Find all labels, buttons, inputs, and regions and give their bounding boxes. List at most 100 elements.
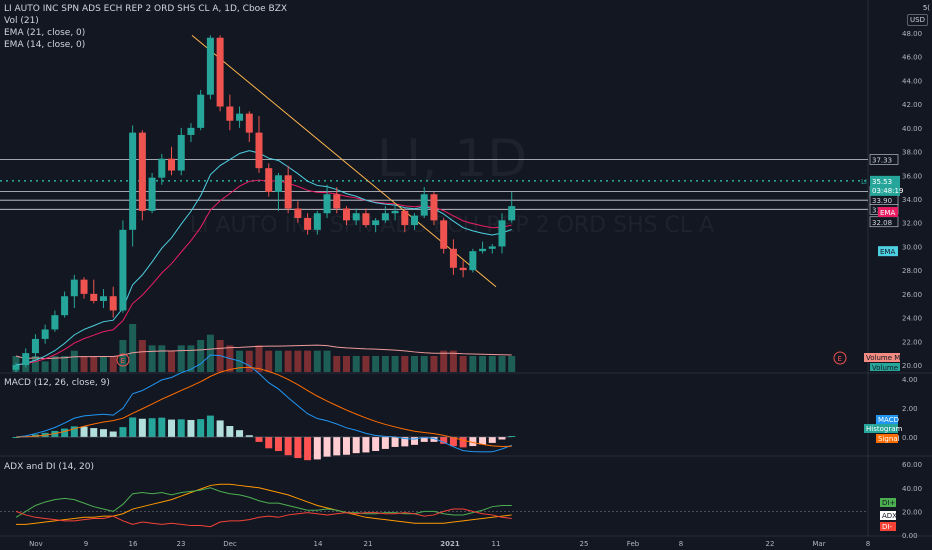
volume-ma-badge-label: Volume MA bbox=[866, 354, 905, 362]
macd-histogram-bar bbox=[294, 437, 302, 459]
candle-body bbox=[255, 132, 263, 169]
candle-body bbox=[80, 279, 88, 294]
ema14-indicator-label[interactable]: EMA (14, close, 0) bbox=[4, 40, 86, 50]
candle-body bbox=[187, 127, 195, 135]
macd-histogram-bar bbox=[70, 426, 78, 437]
macd-histogram-bar bbox=[226, 426, 234, 437]
volume-bar bbox=[323, 350, 331, 372]
candle-body bbox=[99, 296, 107, 301]
macd-histogram-bar bbox=[168, 419, 176, 437]
volume-bar bbox=[401, 356, 409, 372]
macd-signal-badge-label: Signal bbox=[878, 435, 900, 443]
volume-bar bbox=[70, 350, 78, 372]
volume-bar bbox=[391, 356, 399, 372]
macd-histogram-bar bbox=[177, 419, 185, 437]
adx-indicator-label[interactable]: ADX and DI (14, 20) bbox=[4, 462, 94, 472]
earnings-marker-label: E bbox=[838, 355, 842, 363]
macd-histogram-bar bbox=[61, 428, 69, 437]
volume-bar bbox=[99, 356, 107, 372]
candle-body bbox=[304, 217, 312, 230]
ema21-line bbox=[15, 179, 512, 366]
price-level-badge bbox=[869, 154, 899, 165]
adx-di_plus-badge-label: DI+ bbox=[882, 499, 895, 507]
top-right-cut-label: 5( bbox=[922, 4, 930, 12]
watermark-ticker: LI, 1D bbox=[377, 129, 528, 189]
macd-macd-badge bbox=[876, 415, 898, 424]
macd-histogram-badge bbox=[864, 424, 898, 433]
macd-histogram-bar bbox=[80, 426, 88, 437]
macd-histogram-bar bbox=[138, 418, 146, 437]
macd-histogram-bar bbox=[245, 435, 253, 437]
time-axis-label: Dec bbox=[223, 540, 237, 548]
adx-tick-label: 60.00 bbox=[902, 461, 922, 469]
price-tick-label: 32.00 bbox=[902, 220, 922, 228]
volume-bar bbox=[31, 356, 39, 372]
vol-indicator-label[interactable]: Vol (21) bbox=[4, 16, 39, 26]
price-tick-label: 42.00 bbox=[902, 101, 922, 109]
volume-bar bbox=[469, 356, 477, 372]
macd-histogram-bar bbox=[430, 437, 438, 442]
volume-bar bbox=[138, 340, 146, 372]
candle-body bbox=[12, 365, 20, 370]
volume-bar bbox=[362, 356, 370, 372]
candle-body bbox=[333, 194, 341, 209]
candle-body bbox=[411, 215, 419, 226]
volume-bar bbox=[255, 345, 263, 372]
macd-line bbox=[15, 354, 512, 453]
time-axis-label: 9 bbox=[84, 540, 88, 548]
candle-body bbox=[440, 220, 448, 249]
macd-histogram-bar bbox=[206, 415, 214, 437]
volume-bar bbox=[430, 356, 438, 372]
earnings-marker bbox=[833, 351, 847, 365]
time-axis-label: Mar bbox=[812, 540, 825, 548]
adx-di_minus-badge bbox=[880, 522, 896, 531]
volume-bar bbox=[129, 324, 137, 372]
macd-histogram-bar bbox=[313, 437, 321, 460]
signal-line bbox=[15, 366, 512, 448]
earnings-marker-label: E bbox=[121, 357, 125, 365]
volume-badge bbox=[870, 363, 900, 371]
macd-indicator-label[interactable]: MACD (12, 26, close, 9) bbox=[4, 378, 110, 388]
candle-body bbox=[168, 158, 176, 171]
price-tick-label: 48.00 bbox=[902, 30, 922, 38]
candle-body bbox=[323, 194, 331, 214]
time-axis-label: 8 bbox=[679, 540, 683, 548]
volume-bar bbox=[187, 345, 195, 372]
volume-bar bbox=[41, 361, 49, 372]
candle-body bbox=[362, 213, 370, 226]
macd-histogram-bar bbox=[119, 427, 127, 437]
macd-histogram-bar bbox=[90, 428, 98, 437]
ema14-line bbox=[15, 150, 512, 366]
candle-body bbox=[498, 220, 506, 247]
adx-di_plus-badge bbox=[880, 498, 896, 507]
macd-histogram-bar bbox=[236, 430, 244, 437]
time-axis-label: 8 bbox=[866, 540, 870, 548]
price-tick-label: 34.00 bbox=[902, 196, 922, 204]
volume-bar bbox=[411, 356, 419, 372]
volume-bar bbox=[440, 350, 448, 372]
volume-bar bbox=[274, 350, 282, 372]
macd-histogram-bar bbox=[284, 437, 292, 456]
ema21-badge bbox=[878, 207, 898, 218]
ema14-badge-label: EMA bbox=[880, 248, 895, 256]
macd-histogram-bar bbox=[352, 437, 360, 454]
adx-adx-badge-label: ADX bbox=[882, 512, 897, 520]
candle-body bbox=[206, 37, 214, 95]
volume-bar bbox=[498, 356, 506, 372]
symbol-title[interactable]: LI AUTO INC SPN ADS ECH REP 2 ORD SHS CL… bbox=[4, 4, 288, 14]
candle-body bbox=[22, 353, 30, 365]
candle-body bbox=[109, 296, 117, 311]
candle-body bbox=[508, 206, 516, 221]
macd-histogram-bar bbox=[411, 437, 419, 445]
macd-histogram-bar bbox=[372, 437, 380, 451]
ema21-indicator-label[interactable]: EMA (21, close, 0) bbox=[4, 28, 86, 38]
time-axis-label: Nov bbox=[29, 540, 43, 548]
macd-histogram-bar bbox=[440, 437, 448, 444]
volume-bar bbox=[479, 356, 487, 372]
macd-histogram-bar bbox=[187, 419, 195, 437]
volume-ma-badge bbox=[864, 353, 900, 362]
adx-tick-label: 20.00 bbox=[902, 508, 922, 516]
time-axis-label: 25 bbox=[580, 540, 589, 548]
currency-button[interactable]: USD bbox=[907, 14, 928, 26]
